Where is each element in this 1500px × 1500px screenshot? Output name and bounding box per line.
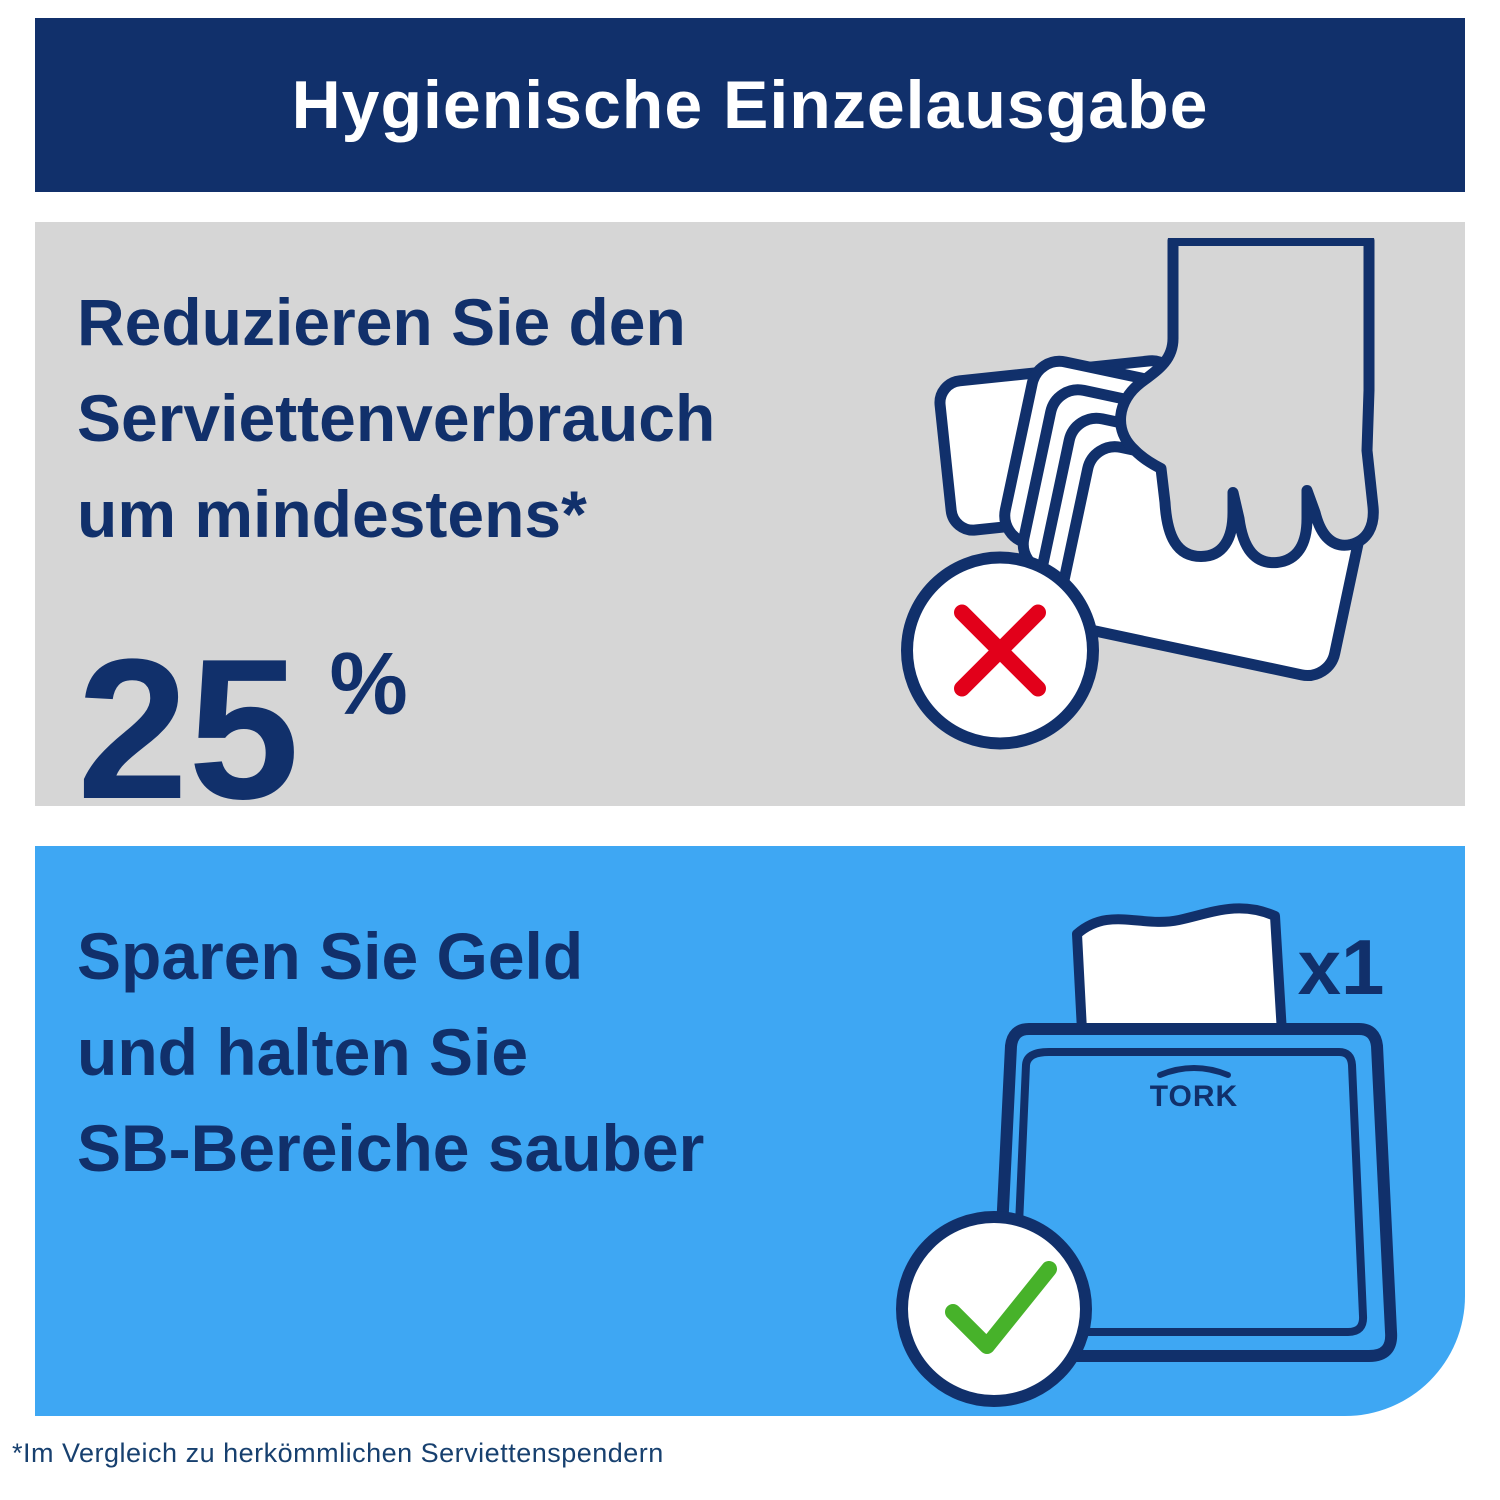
tork-logo-text: TORK bbox=[1150, 1080, 1238, 1113]
tork-logo: TORK bbox=[1150, 1065, 1238, 1113]
dispenser-body bbox=[990, 1023, 1398, 1362]
napkin-dispenser-icon: x1 TORK bbox=[896, 903, 1398, 1407]
save-line-2: und halten Sie bbox=[77, 1015, 529, 1089]
reduce-consumption-panel: Reduzieren Sie den Serviettenverbrauch u… bbox=[35, 222, 1465, 830]
hand-icon bbox=[1115, 238, 1379, 569]
save-money-panel: Sparen Sie Geld und halten Sie SB-Bereic… bbox=[35, 846, 1465, 1416]
reduce-textblock: Reduzieren Sie den Serviettenverbrauch u… bbox=[77, 274, 715, 830]
check-icon bbox=[896, 1211, 1092, 1407]
save-textblock: Sparen Sie Geld und halten Sie SB-Bereic… bbox=[77, 908, 704, 1196]
reduce-line-3: um mindestens* bbox=[77, 477, 587, 551]
hand-grabbing-napkins-icon bbox=[901, 238, 1379, 750]
header-bar: Hygienische Einzelausgabe bbox=[35, 18, 1465, 192]
dispenser-front-panel bbox=[1010, 1048, 1368, 1336]
footnote: *Im Vergleich zu herkömmlichen Serviette… bbox=[12, 1438, 664, 1468]
big-number: 25 bbox=[77, 618, 300, 841]
reduction-percentage: 25% bbox=[77, 584, 715, 830]
reduce-line-2: Serviettenverbrauch bbox=[77, 381, 716, 455]
save-line-1: Sparen Sie Geld bbox=[77, 919, 584, 993]
page-title: Hygienische Einzelausgabe bbox=[291, 67, 1209, 143]
percent-sign: % bbox=[329, 634, 408, 733]
reduce-line-1: Reduzieren Sie den bbox=[77, 285, 686, 359]
dispensed-napkin bbox=[1072, 903, 1288, 1055]
cross-icon bbox=[901, 551, 1099, 750]
napkin-count-label: x1 bbox=[1298, 923, 1385, 1011]
save-line-3: SB-Bereiche sauber bbox=[77, 1111, 705, 1185]
